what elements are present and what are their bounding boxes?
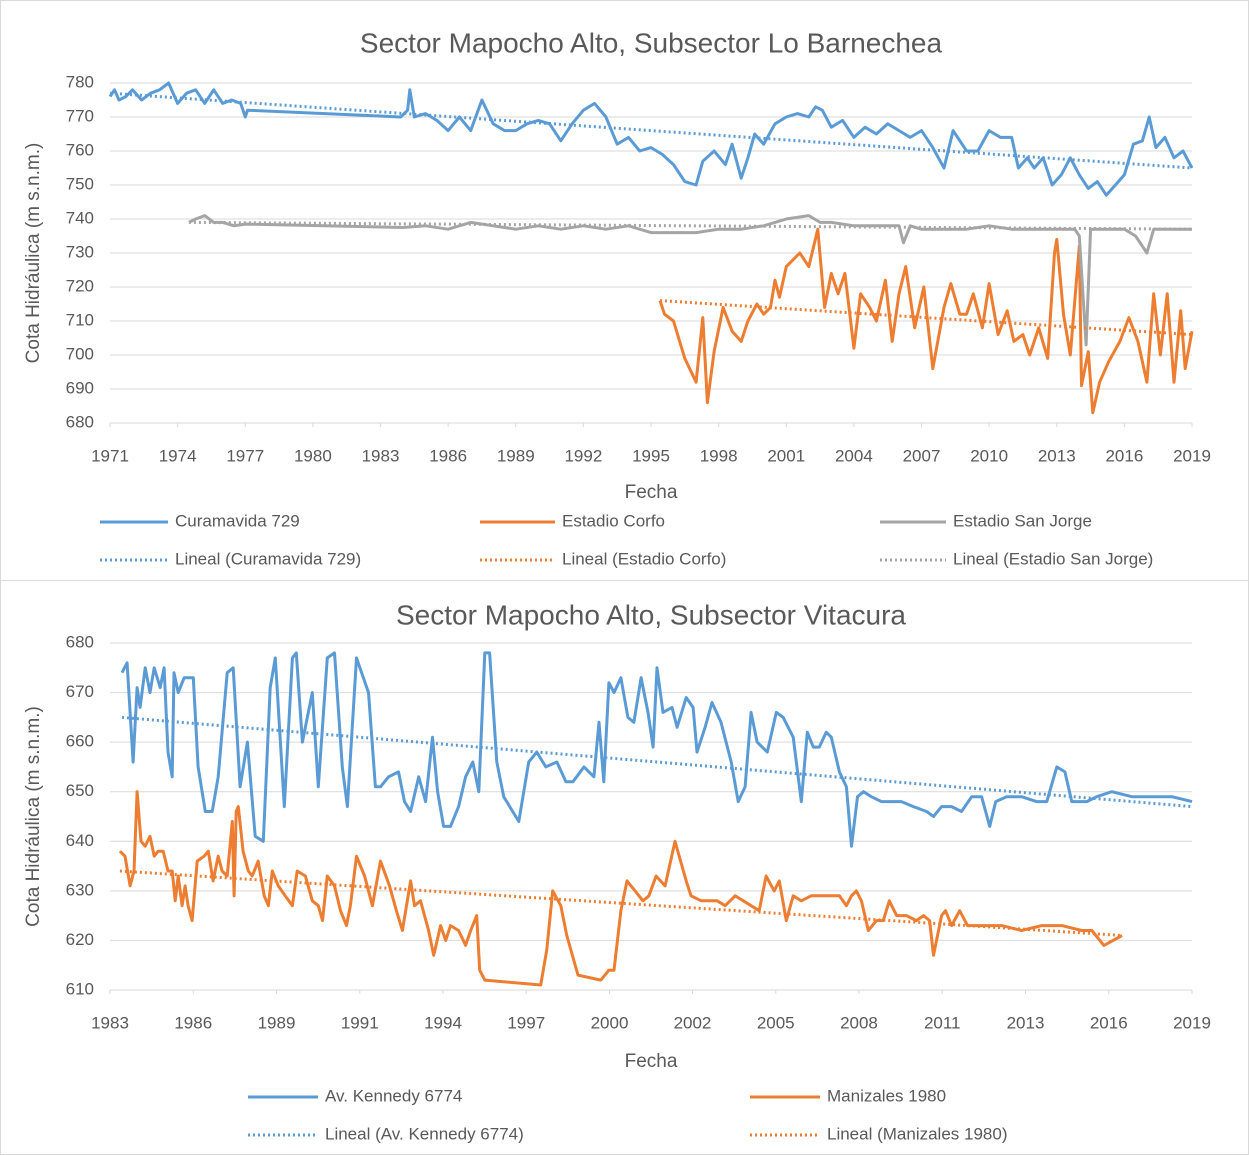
x-tick-label: 2016 (1105, 446, 1143, 465)
y-tick-label: 620 (66, 930, 94, 949)
y-tick-label: 660 (66, 732, 94, 751)
y-tick-label: 700 (66, 344, 94, 363)
chart-title: Sector Mapocho Alto, Subsector Vitacura (396, 599, 906, 630)
x-tick-label: 2007 (903, 446, 941, 465)
x-tick-label: 2002 (674, 1013, 712, 1032)
y-axis-label: Cota Hidráulica (m s.n.m.) (23, 706, 44, 927)
series-line (659, 299, 1193, 337)
legend-label: Curamavida 729 (175, 511, 300, 530)
x-tick-label: 1995 (632, 446, 670, 465)
y-tick-label: 630 (66, 880, 94, 899)
y-tick-label: 740 (66, 208, 94, 227)
x-tick-label: 1974 (159, 446, 197, 465)
x-tick-label: 1992 (564, 446, 602, 465)
legend-label: Lineal (Av. Kennedy 6774) (325, 1124, 524, 1143)
x-tick-label: 2011 (924, 1013, 961, 1032)
x-tick-label: 1998 (700, 446, 738, 465)
chart-title: Sector Mapocho Alto, Subsector Lo Barnec… (360, 27, 943, 58)
legend-label: Estadio San Jorge (953, 511, 1092, 530)
x-tick-label: 2013 (1038, 446, 1076, 465)
y-tick-label: 690 (66, 378, 94, 397)
y-tick-label: 650 (66, 781, 94, 800)
x-tick-label: 2019 (1173, 1013, 1211, 1032)
x-tick-label: 1994 (424, 1013, 462, 1032)
series-line (109, 91, 1193, 170)
y-axis-label: Cota Hidráulica (m s.n.m.) (23, 143, 44, 364)
x-tick-label: 1991 (341, 1013, 379, 1032)
y-tick-label: 760 (66, 140, 94, 159)
x-tick-label: 2005 (757, 1013, 795, 1032)
legend-label: Lineal (Estadio Corfo) (562, 549, 726, 568)
x-tick-label: 2008 (840, 1013, 878, 1032)
legend-label: Estadio Corfo (562, 511, 665, 530)
x-tick-label: 2000 (591, 1013, 629, 1032)
legend-label: Lineal (Curamavida 729) (175, 549, 361, 568)
legend-label: Manizales 1980 (827, 1086, 946, 1105)
series-line (188, 214, 1192, 347)
x-tick-label: 1983 (91, 1013, 129, 1032)
y-tick-label: 670 (66, 682, 94, 701)
x-tick-label: 1977 (226, 446, 264, 465)
series-line (120, 651, 1193, 848)
series-line (118, 790, 1123, 987)
x-tick-label: 2013 (1007, 1013, 1045, 1032)
x-tick-label: 2019 (1173, 446, 1211, 465)
series-line (121, 715, 1193, 809)
legend-label: Lineal (Estadio San Jorge) (953, 549, 1153, 568)
x-tick-label: 2010 (970, 446, 1008, 465)
x-axis-label: Fecha (625, 1051, 678, 1072)
y-tick-label: 750 (66, 174, 94, 193)
legend-label: Av. Kennedy 6774 (325, 1086, 462, 1105)
x-tick-label: 1986 (429, 446, 467, 465)
x-axis-label: Fecha (625, 482, 678, 503)
series-line (188, 220, 1193, 231)
series-line (108, 81, 1194, 197)
y-tick-label: 720 (66, 276, 94, 295)
x-tick-label: 1971 (91, 446, 129, 465)
y-tick-label: 730 (66, 242, 94, 261)
series-line (119, 869, 1123, 937)
y-tick-label: 680 (66, 632, 94, 651)
legend-label: Lineal (Manizales 1980) (827, 1124, 1008, 1143)
x-tick-label: 2016 (1090, 1013, 1128, 1032)
x-tick-label: 1980 (294, 446, 332, 465)
y-tick-label: 770 (66, 106, 94, 125)
y-tick-label: 710 (66, 310, 94, 329)
y-tick-label: 780 (66, 72, 94, 91)
x-tick-label: 1989 (258, 1013, 296, 1032)
y-tick-label: 640 (66, 831, 94, 850)
x-tick-label: 1997 (507, 1013, 545, 1032)
x-tick-label: 1989 (497, 446, 535, 465)
x-tick-label: 1986 (174, 1013, 212, 1032)
y-tick-label: 610 (66, 979, 94, 998)
x-tick-label: 1983 (362, 446, 400, 465)
x-tick-label: 2004 (835, 446, 873, 465)
y-tick-label: 680 (66, 412, 94, 431)
x-tick-label: 2001 (767, 446, 805, 465)
